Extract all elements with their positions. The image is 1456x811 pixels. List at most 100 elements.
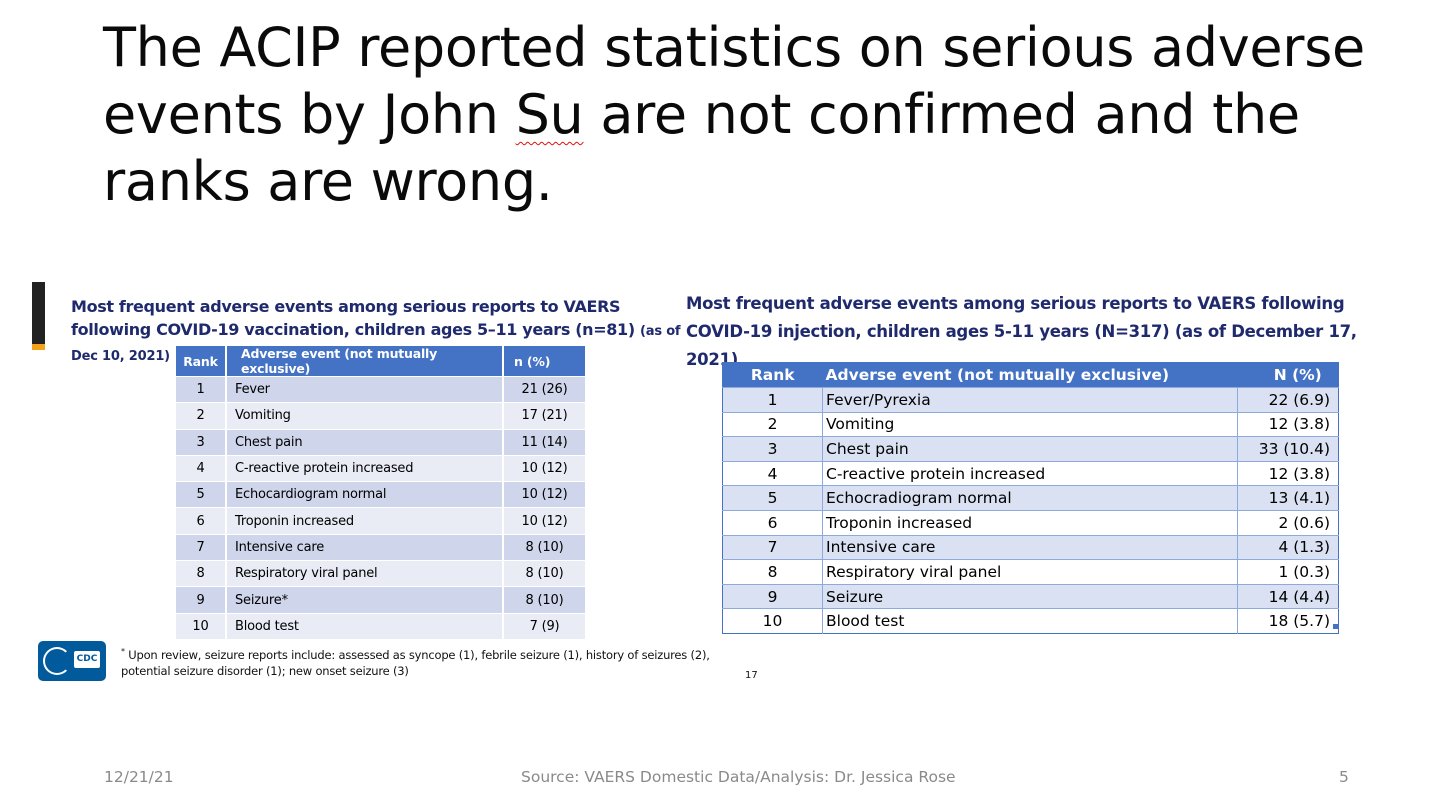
hhs-eagle-icon — [43, 647, 71, 675]
rank-cell: 2 — [176, 402, 227, 430]
table-row: 7 Intensive care 8 (10) — [176, 533, 585, 561]
left-heading-date: (as of Dec 10, 2021) — [71, 324, 681, 364]
table-row: 1 Fever/Pyrexia 22 (6.9) — [722, 387, 1339, 413]
footer-date: 12/21/21 — [104, 768, 174, 786]
count-cell: 14 (4.4) — [1237, 583, 1339, 609]
event-cell: C-reactive protein increased — [226, 454, 504, 482]
column-header-n-percent: N (%) — [1237, 362, 1339, 388]
count-cell: 12 (3.8) — [1237, 460, 1339, 486]
table-row: 1 Fever 21 (26) — [176, 375, 585, 403]
cdc-logo: CDC — [38, 641, 106, 681]
table-row: 9 Seizure* 8 (10) — [176, 586, 585, 614]
table-row: 3 Chest pain 33 (10.4) — [722, 436, 1339, 462]
title-text-end: are not confirmed and the ranks are wron… — [103, 83, 1300, 213]
column-header-rank: Rank — [722, 362, 823, 388]
rank-cell: 3 — [176, 428, 227, 456]
footer-page-number: 5 — [1339, 768, 1349, 786]
rank-cell: 5 — [176, 481, 227, 508]
rank-cell: 10 — [722, 608, 823, 634]
rank-cell: 4 — [722, 460, 823, 486]
cdc-adverse-events-table: Rank Adverse event (not mutually exclusi… — [176, 346, 585, 640]
table-header-row: Rank Adverse event (not mutually exclusi… — [722, 362, 1339, 388]
count-cell: 7 (9) — [503, 612, 585, 640]
table-row: 6 Troponin increased 10 (12) — [176, 507, 585, 535]
rank-cell: 7 — [176, 533, 227, 561]
event-cell: Vomiting — [822, 411, 1238, 437]
event-cell: Intensive care — [226, 533, 504, 561]
embedded-slide-number: 17 — [745, 670, 758, 681]
event-cell: Intensive care — [822, 534, 1238, 560]
table-row: 2 Vomiting 17 (21) — [176, 402, 585, 430]
table-row: 4 C-reactive protein increased 10 (12) — [176, 454, 585, 482]
rank-cell: 8 — [722, 559, 823, 585]
event-cell: Seizure* — [226, 586, 504, 614]
event-cell: Chest pain — [226, 428, 504, 456]
event-cell: Respiratory viral panel — [226, 560, 504, 587]
vaers-analysis-table[interactable]: Rank Adverse event (not mutually exclusi… — [722, 362, 1339, 634]
event-cell: Blood test — [226, 612, 504, 640]
event-cell: Respiratory viral panel — [822, 559, 1238, 585]
footer-source: Source: VAERS Domestic Data/Analysis: Dr… — [521, 768, 956, 786]
rank-cell: 1 — [722, 387, 823, 413]
count-cell: 10 (12) — [503, 454, 585, 482]
count-cell: 33 (10.4) — [1237, 436, 1339, 462]
rank-cell: 4 — [176, 454, 227, 482]
table-row: 7 Intensive care 4 (1.3) — [722, 534, 1339, 560]
table-row: 5 Echocardiogram normal 10 (12) — [176, 481, 585, 508]
event-cell: Echocardiogram normal — [226, 481, 504, 508]
rank-cell: 8 — [176, 560, 227, 587]
count-cell: 8 (10) — [503, 586, 585, 614]
table-row: 6 Troponin increased 2 (0.6) — [722, 509, 1339, 536]
rank-cell: 10 — [176, 612, 227, 640]
table-row: 8 Respiratory viral panel 8 (10) — [176, 560, 585, 587]
slide-title: The ACIP reported statistics on serious … — [103, 14, 1403, 215]
rank-cell: 1 — [176, 375, 227, 403]
table-row: 4 C-reactive protein increased 12 (3.8) — [722, 460, 1339, 486]
event-cell: Vomiting — [226, 402, 504, 430]
right-table-heading: Most frequent adverse events among serio… — [686, 294, 1357, 369]
column-header-adverse-event: Adverse event (not mutually exclusive) — [822, 362, 1238, 388]
table-row: 8 Respiratory viral panel 1 (0.3) — [722, 559, 1339, 585]
table-row: 5 Echocradiogram normal 13 (4.1) — [722, 485, 1339, 511]
count-cell: 13 (4.1) — [1237, 485, 1339, 511]
rank-cell: 6 — [722, 509, 823, 536]
rank-cell: 6 — [176, 507, 227, 535]
table-row: 10 Blood test 7 (9) — [176, 612, 585, 640]
event-cell: Blood test — [822, 608, 1238, 634]
event-cell: Troponin increased — [226, 507, 504, 535]
count-cell: 1 (0.3) — [1237, 559, 1339, 585]
rank-cell: 2 — [722, 411, 823, 437]
event-cell: Echocradiogram normal — [822, 485, 1238, 511]
count-cell: 11 (14) — [503, 428, 585, 456]
seizure-footnote: * Upon review, seizure reports include: … — [121, 644, 721, 679]
table-row: 9 Seizure 14 (4.4) — [722, 583, 1339, 609]
event-cell: C-reactive protein increased — [822, 460, 1238, 486]
count-cell: 10 (12) — [503, 507, 585, 535]
count-cell: 10 (12) — [503, 481, 585, 508]
footnote-text: Upon review, seizure reports include: as… — [121, 647, 710, 678]
cdc-logo-text: CDC — [74, 651, 100, 668]
rank-cell: 9 — [176, 586, 227, 614]
count-cell: 4 (1.3) — [1237, 534, 1339, 560]
rank-cell: 3 — [722, 436, 823, 462]
left-heading-main: Most frequent adverse events among serio… — [71, 297, 641, 339]
event-cell: Troponin increased — [822, 509, 1238, 536]
rank-cell: 5 — [722, 485, 823, 511]
event-cell: Fever/Pyrexia — [822, 387, 1238, 413]
table-row: 10 Blood test 18 (5.7) — [722, 608, 1339, 634]
spellcheck-flagged-word: Su — [515, 83, 584, 146]
event-cell: Fever — [226, 375, 504, 403]
left-table-heading: Most frequent adverse events among serio… — [71, 295, 681, 368]
table-header-row: Rank Adverse event (not mutually exclusi… — [176, 346, 585, 377]
count-cell: 18 (5.7) — [1237, 608, 1339, 634]
event-cell: Seizure — [822, 583, 1238, 609]
accent-bar-tip — [32, 344, 45, 350]
rank-cell: 7 — [722, 534, 823, 560]
column-header-adverse-event: Adverse event (not mutually exclusive) — [226, 346, 504, 377]
table-resize-handle[interactable] — [1333, 624, 1338, 629]
column-header-rank: Rank — [176, 346, 227, 377]
count-cell: 8 (10) — [503, 533, 585, 561]
title-text-start: The ACIP reported statistics on serious … — [103, 16, 1365, 146]
table-row: 2 Vomiting 12 (3.8) — [722, 411, 1339, 437]
count-cell: 17 (21) — [503, 402, 585, 430]
